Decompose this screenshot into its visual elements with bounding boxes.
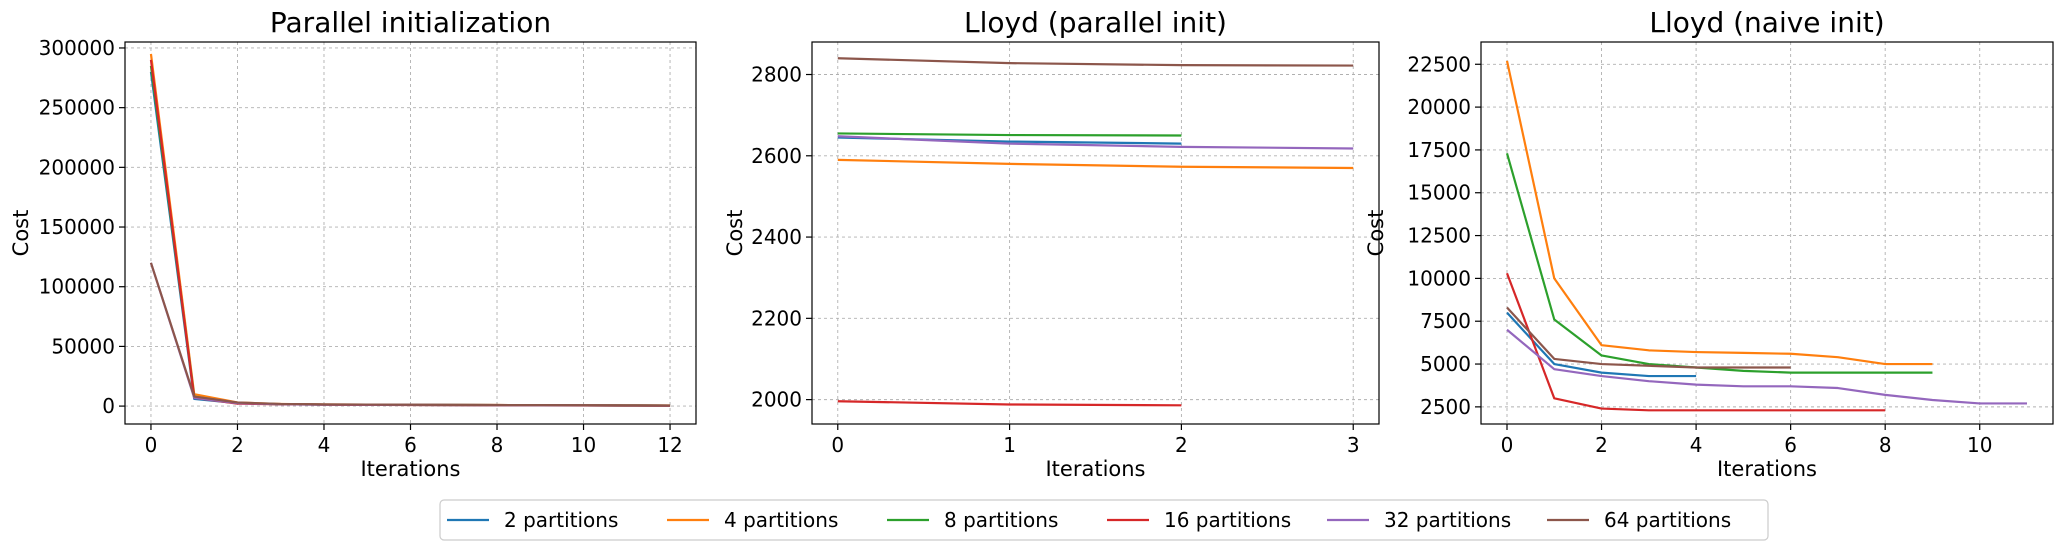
y-tick-label: 10000 [1407,266,1471,290]
subplot-2: 0 1 2 3 2000 2200 2400 2600 2800 Lloyd (parallel … [723,6,1380,481]
y-tick-label: 0 [102,394,115,418]
series-line-16-partitions [149,59,671,407]
y-tick-label: 7500 [1420,309,1471,333]
legend-label: 16 partitions [1164,508,1291,532]
x-tick-label: 12 [657,433,682,457]
y-tick-label: 300000 [39,36,115,60]
y-tick-label: 250000 [39,96,115,120]
y-tick-label: 2500 [1420,395,1471,419]
x-tick-label: 6 [404,433,417,457]
y-tick-label: 150000 [39,215,115,239]
y-axis-label: Cost [1364,210,1388,257]
subplot-1: 0 2 4 6 8 10 12 0 50000 100000 150000 200000 250000 3… [9,6,697,481]
chart-title: Lloyd (naive init) [1649,6,1884,39]
y-tick-label: 22500 [1407,52,1471,76]
x-tick-label: 4 [1690,433,1703,457]
y-tick-label: 5000 [1420,352,1471,376]
subplot-3: 0 2 4 6 8 10 2500 5000 7500 10000 12500 15000 17500 2… [1364,6,2054,481]
legend-label: 8 partitions [944,508,1058,532]
legend-item-64-partitions: 64 partitions [1547,508,1731,532]
x-tick-label: 4 [318,433,331,457]
series-line-4-partitions [837,158,1354,170]
x-tick-label: 2 [231,433,244,457]
series-line-16-partitions [1505,272,1886,412]
axes-frame [1480,41,2054,425]
series-line-16-partitions [837,400,1182,407]
y-tick-label: 20000 [1407,95,1471,119]
series-line-64-partitions [149,262,671,407]
legend-label: 64 partitions [1604,508,1731,532]
y-axis-label: Cost [9,210,33,257]
legend-item-4-partitions: 4 partitions [667,508,838,532]
axes-frame [811,41,1380,425]
series-line-64-partitions [837,57,1354,67]
x-axis-label: Iterations [1045,457,1145,481]
x-tick-label: 0 [145,433,158,457]
x-tick-label: 1 [1003,433,1016,457]
series-line-8-partitions [837,132,1182,137]
y-tick-label: 17500 [1407,138,1471,162]
x-tick-label: 10 [571,433,596,457]
y-tick-label: 2400 [751,225,802,249]
x-tick-label: 3 [1347,433,1360,457]
legend-label: 4 partitions [724,508,838,532]
y-tick-label: 2000 [751,388,802,412]
x-tick-label: 6 [1784,433,1797,457]
x-tick-label: 2 [1595,433,1608,457]
x-axis-label: Iterations [360,457,460,481]
legend-item-2-partitions: 2 partitions [447,508,618,532]
legend-label: 32 partitions [1384,508,1511,532]
x-tick-label: 0 [831,433,844,457]
legend-item-16-partitions: 16 partitions [1107,508,1291,532]
series-line-4-partitions [1505,60,1933,366]
x-axis-label: Iterations [1717,457,1817,481]
x-tick-label: 2 [1175,433,1188,457]
y-tick-label: 100000 [39,275,115,299]
legend-item-32-partitions: 32 partitions [1327,508,1511,532]
legend-label: 2 partitions [504,508,618,532]
y-tick-label: 15000 [1407,181,1471,205]
x-tick-label: 8 [1879,433,1892,457]
series-line-64-partitions [1506,306,1791,369]
chart-title: Parallel initialization [270,6,551,39]
x-tick-label: 0 [1501,433,1514,457]
legend-item-8-partitions: 8 partitions [887,508,1058,532]
y-tick-label: 50000 [51,334,115,358]
y-tick-label: 12500 [1407,224,1471,248]
chart-title: Lloyd (parallel init) [964,6,1227,39]
series-line-8-partitions [1505,153,1933,374]
legend-frame [439,499,1769,541]
series-group [1505,60,2027,412]
x-tick-label: 10 [1967,433,1992,457]
series-line-2-partitions [1506,311,1697,378]
y-tick-label: 200000 [39,155,115,179]
y-tick-label: 2200 [751,306,802,330]
y-tick-label: 2800 [751,63,802,87]
y-tick-label: 2600 [751,144,802,168]
series-group [837,57,1354,407]
y-axis-label: Cost [723,210,747,257]
series-line-32-partitions [1506,328,2027,405]
legend: 2 partitions 4 partitions 8 partitions 16 p… [439,499,1769,541]
x-tick-label: 8 [491,433,504,457]
series-group [149,53,671,407]
series-line-32-partitions [837,135,1354,150]
